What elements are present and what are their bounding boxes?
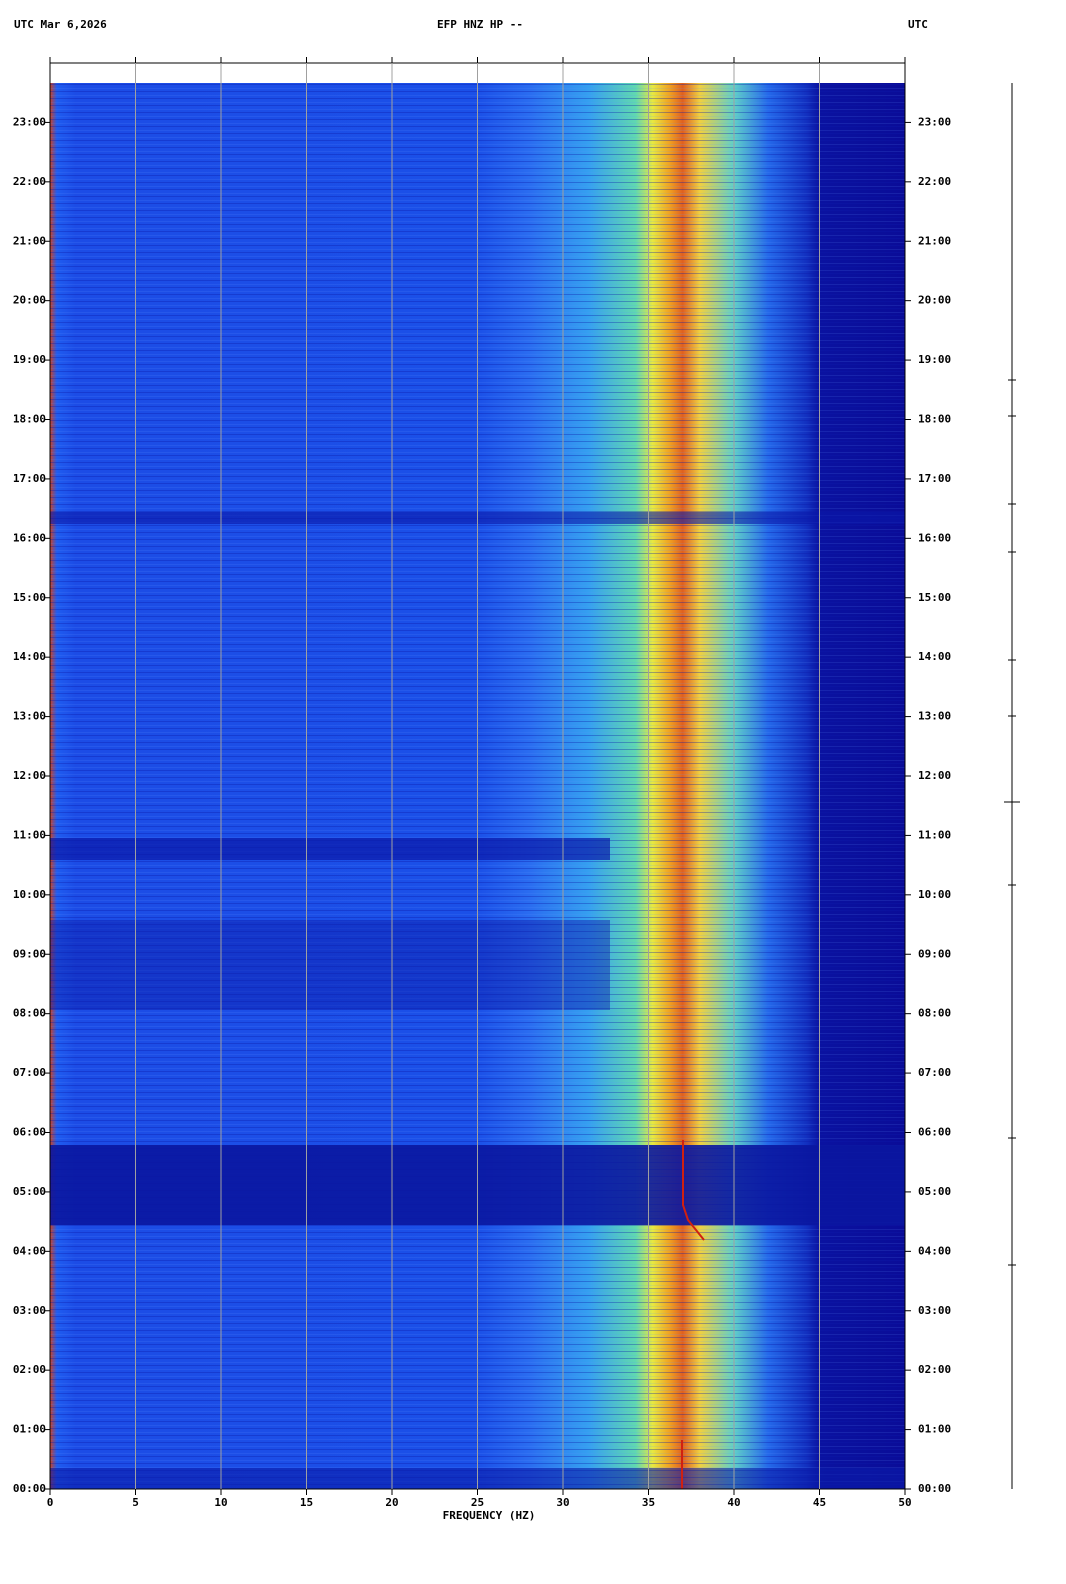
x-tick-label: 50	[898, 1496, 911, 1509]
y2-tick-label: 15:00	[918, 591, 951, 604]
y2-tick-label: 09:00	[918, 947, 951, 960]
y2-tick-label: 00:00	[918, 1482, 951, 1495]
y2-tick-label: 13:00	[918, 710, 951, 723]
y2-tick-label: 08:00	[918, 1007, 951, 1020]
y-tick-label: 14:00	[13, 650, 46, 663]
y2-tick-label: 21:00	[918, 234, 951, 247]
x-tick-label: 5	[132, 1496, 139, 1509]
y-tick-label: 22:00	[13, 175, 46, 188]
y-tick-label: 21:00	[13, 234, 46, 247]
y-tick-label: 05:00	[13, 1185, 46, 1198]
x-tick-label: 40	[727, 1496, 740, 1509]
x-axis-label: FREQUENCY (HZ)	[443, 1509, 536, 1522]
y-tick-label: 15:00	[13, 591, 46, 604]
y2-tick-label: 18:00	[918, 413, 951, 426]
chart-title: EFP HNZ HP --	[437, 18, 523, 31]
y-tick-label: 19:00	[13, 353, 46, 366]
y-tick-label: 07:00	[13, 1066, 46, 1079]
y-tick-label: 09:00	[13, 947, 46, 960]
title-left: UTC Mar 6,2026	[14, 18, 107, 31]
y-tick-label: 23:00	[13, 115, 46, 128]
y-tick-label: 01:00	[13, 1423, 46, 1436]
y2-tick-label: 05:00	[918, 1185, 951, 1198]
trace	[1004, 83, 1020, 1489]
y-tick-label: 18:00	[13, 413, 46, 426]
y2-tick-label: 14:00	[918, 650, 951, 663]
y-tick-label: 16:00	[13, 531, 46, 544]
x-tick-label: 30	[556, 1496, 569, 1509]
x-tick-label: 0	[47, 1496, 54, 1509]
y2-tick-label: 16:00	[918, 531, 951, 544]
x-tick-label: 15	[300, 1496, 313, 1509]
y2-tick-label: 20:00	[918, 294, 951, 307]
y-tick-label: 00:00	[13, 1482, 46, 1495]
y-tick-label: 02:00	[13, 1363, 46, 1376]
y-tick-label: 17:00	[13, 472, 46, 485]
y2-tick-label: 04:00	[918, 1244, 951, 1257]
y2-tick-label: 01:00	[918, 1423, 951, 1436]
y2-tick-label: 23:00	[918, 115, 951, 128]
y-tick-label: 08:00	[13, 1007, 46, 1020]
x-tick-label: 20	[385, 1496, 398, 1509]
y2-tick-label: 10:00	[918, 888, 951, 901]
y2-tick-label: 17:00	[918, 472, 951, 485]
y2-tick-label: 19:00	[918, 353, 951, 366]
y2-tick-label: 02:00	[918, 1363, 951, 1376]
y2-tick-label: 11:00	[918, 828, 951, 841]
x-tick-label: 10	[214, 1496, 227, 1509]
y2-tick-label: 03:00	[918, 1304, 951, 1317]
y2-tick-label: 12:00	[918, 769, 951, 782]
y2-tick-label: 07:00	[918, 1066, 951, 1079]
y-tick-label: 04:00	[13, 1244, 46, 1257]
y-tick-label: 13:00	[13, 710, 46, 723]
x-tick-label: 45	[813, 1496, 826, 1509]
y-tick-label: 11:00	[13, 828, 46, 841]
y2-tick-label: 06:00	[918, 1126, 951, 1139]
x-tick-label: 25	[471, 1496, 484, 1509]
title-right: UTC	[908, 18, 928, 31]
y2-tick-label: 22:00	[918, 175, 951, 188]
y-tick-label: 20:00	[13, 294, 46, 307]
y-tick-label: 03:00	[13, 1304, 46, 1317]
x-tick-label: 35	[642, 1496, 655, 1509]
y-tick-label: 10:00	[13, 888, 46, 901]
y-tick-label: 06:00	[13, 1126, 46, 1139]
y-tick-label: 12:00	[13, 769, 46, 782]
